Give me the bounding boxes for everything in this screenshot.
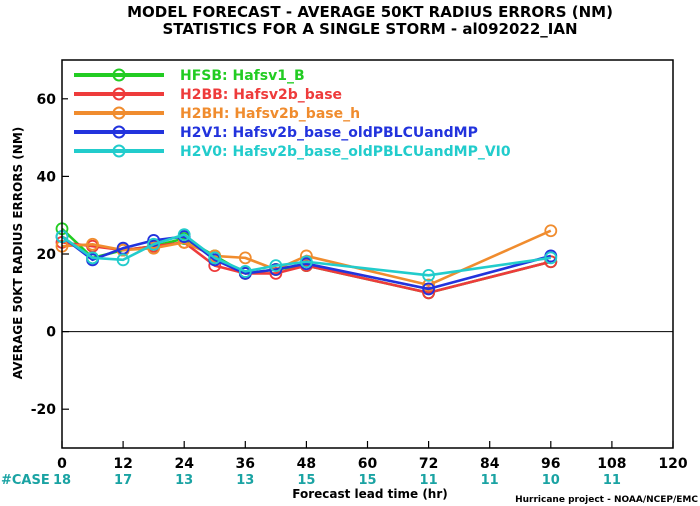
data-point bbox=[238, 251, 252, 265]
y-tick-label: 20 bbox=[37, 247, 57, 263]
x-tick-label: 48 bbox=[297, 456, 316, 472]
x-tick-label: 24 bbox=[174, 456, 194, 472]
legend-label: HFSB: Hafsv1_B bbox=[180, 68, 305, 84]
y-axis: -20 0 20 40 60 bbox=[31, 92, 673, 418]
case-count: 17 bbox=[114, 473, 132, 488]
data-point bbox=[422, 282, 436, 296]
legend-marker bbox=[112, 125, 126, 139]
case-count: 11 bbox=[420, 473, 438, 488]
data-point bbox=[147, 234, 161, 247]
data-point bbox=[116, 253, 130, 267]
legend-marker bbox=[112, 87, 126, 101]
case-count: 13 bbox=[175, 473, 193, 488]
case-count: 15 bbox=[358, 473, 376, 488]
data-point bbox=[208, 251, 222, 265]
plot-frame bbox=[61, 59, 674, 449]
x-tick-label: 84 bbox=[480, 456, 500, 472]
legend-label: H2BH: Hafsv2b_base_h bbox=[180, 106, 360, 122]
y-tick-label: 40 bbox=[37, 169, 57, 185]
data-point bbox=[86, 251, 99, 265]
legend-item: H2BH: Hafsv2b_base_h bbox=[74, 106, 360, 122]
credit-text: Hurricane project - NOAA/NCEP/EMC bbox=[515, 495, 698, 505]
case-count: 11 bbox=[603, 473, 621, 488]
case-counts: 18 17 13 13 15 15 11 11 10 11 bbox=[53, 473, 621, 488]
legend: HFSB: Hafsv1_B H2BB: Hafsv2b_base H2BH: Ha… bbox=[68, 64, 588, 164]
x-tick-label: 120 bbox=[658, 456, 687, 472]
case-count: 13 bbox=[236, 473, 254, 488]
y-tick-label: -20 bbox=[31, 402, 57, 418]
legend-item: H2V1: Hafsv2b_base_oldPBLCUandMP bbox=[74, 125, 478, 141]
x-tick-label: 60 bbox=[358, 456, 378, 472]
legend-item: H2BB: Hafsv2b_base bbox=[74, 87, 342, 103]
data-point bbox=[422, 286, 436, 300]
x-tick-label: 36 bbox=[236, 456, 255, 472]
legend-label: H2V0: Hafsv2b_base_oldPBLCUandMP_VI0 bbox=[180, 144, 511, 160]
case-count-label: #CASE bbox=[1, 473, 50, 488]
x-tick-label: 0 bbox=[57, 456, 67, 472]
legend-item: HFSB: Hafsv1_B bbox=[74, 68, 305, 84]
data-point bbox=[86, 237, 99, 251]
data-point bbox=[422, 268, 436, 282]
plot-series bbox=[55, 222, 558, 300]
y-tick-label: 0 bbox=[46, 325, 56, 341]
data-point bbox=[269, 266, 283, 280]
case-count: 10 bbox=[542, 473, 560, 488]
x-tick-label: 96 bbox=[541, 456, 560, 472]
legend-item: H2V0: Hafsv2b_base_oldPBLCUandMP_VI0 bbox=[74, 144, 511, 160]
x-tick-label: 12 bbox=[113, 456, 132, 472]
case-count: 18 bbox=[53, 473, 71, 488]
data-point bbox=[269, 259, 283, 273]
legend-marker bbox=[112, 144, 126, 158]
legend-label: H2V1: Hafsv2b_base_oldPBLCUandMP bbox=[180, 125, 478, 141]
series-line bbox=[61, 233, 551, 277]
y-axis-label: AVERAGE 50KT RADIUS ERRORS (NM) bbox=[11, 127, 25, 379]
x-tick-label: 72 bbox=[419, 456, 438, 472]
data-point bbox=[544, 224, 558, 238]
data-point bbox=[299, 255, 313, 269]
case-count: 11 bbox=[481, 473, 499, 488]
data-point bbox=[238, 265, 252, 278]
case-count: 15 bbox=[297, 473, 315, 488]
chart-title: MODEL FORECAST - AVERAGE 50KT RADIUS ERR… bbox=[127, 3, 613, 21]
x-axis: 0 12 24 36 48 60 72 84 96 108 120 bbox=[57, 441, 688, 472]
data-point bbox=[269, 263, 283, 276]
data-point bbox=[177, 228, 191, 242]
x-tick-label: 108 bbox=[597, 456, 626, 472]
legend-marker bbox=[112, 106, 126, 120]
data-point bbox=[422, 278, 436, 292]
legend-marker bbox=[112, 68, 126, 82]
y-tick-label: 60 bbox=[37, 92, 57, 108]
legend-label: H2BB: Hafsv2b_base bbox=[180, 87, 342, 103]
series-line bbox=[61, 235, 552, 291]
x-axis-label: Forecast lead time (hr) bbox=[292, 487, 448, 501]
chart-subtitle: STATISTICS FOR A SINGLE STORM - al092022… bbox=[163, 20, 578, 38]
data-point bbox=[544, 251, 558, 265]
data-point bbox=[147, 237, 161, 251]
